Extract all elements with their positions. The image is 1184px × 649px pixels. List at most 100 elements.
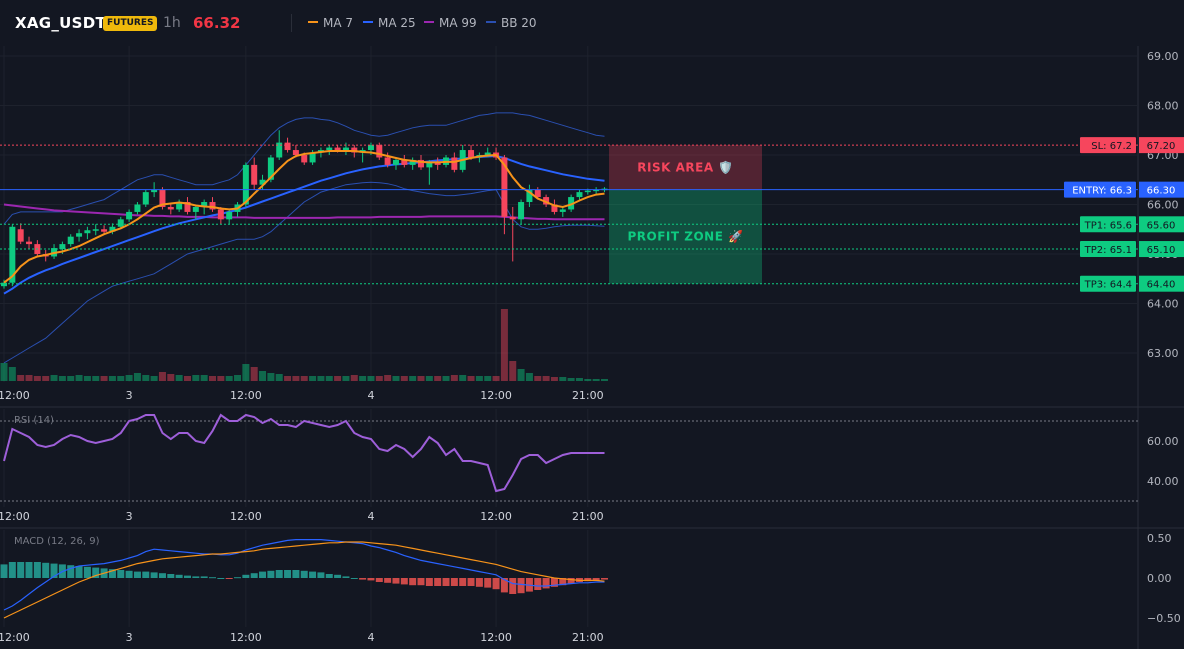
candle-body (509, 216, 516, 220)
legend-ma99[interactable]: MA 99 (424, 16, 477, 30)
macd-histogram-bar (284, 570, 292, 578)
macd-histogram-bar (33, 562, 41, 578)
volume-bar (8, 367, 16, 381)
candle-body (184, 202, 191, 212)
x-tick-label: 4 (367, 631, 374, 644)
volume-bar (475, 376, 483, 381)
x-tick-label: 3 (126, 631, 133, 644)
volume-bar (592, 379, 600, 381)
legend-ma99-swatch (424, 20, 434, 23)
risk-area-label: RISK AREA 🛡️ (637, 160, 733, 174)
macd-y-tick-label: 0.50 (1147, 532, 1172, 545)
candle-body (276, 142, 283, 158)
level-tag (1064, 181, 1136, 198)
futures-badge: FUTURES (103, 16, 158, 31)
volume-bar (150, 376, 158, 381)
macd-histogram-bar (142, 571, 150, 578)
volume-bar (275, 374, 283, 381)
macd-histogram-bar (192, 576, 200, 578)
profit-zone (609, 189, 762, 284)
volume-bar (567, 378, 575, 381)
axis-price-tag (1139, 181, 1184, 198)
legend-bb20[interactable]: BB 20 (486, 16, 537, 30)
candle-body (84, 230, 91, 234)
level-tag (1080, 216, 1136, 233)
candle-body (1, 282, 7, 287)
candle-body (551, 204, 558, 212)
candle-body (76, 233, 83, 237)
macd-histogram-bar (25, 562, 33, 578)
macd-histogram-bar (0, 564, 8, 578)
volume-bar (234, 375, 242, 381)
candle-body (418, 159, 424, 168)
candle-body (251, 164, 258, 185)
volume-bar (209, 376, 216, 381)
candle-body (367, 145, 374, 151)
volume-bar (542, 376, 550, 381)
legend-ma7[interactable]: MA 7 (308, 16, 353, 30)
macd-histogram-bar (450, 578, 458, 586)
volume-bar (442, 376, 450, 381)
macd-histogram-bar (509, 578, 517, 594)
volume-bar (317, 376, 325, 381)
macd-histogram-bar (200, 576, 208, 578)
volume-bar (50, 375, 58, 381)
axis-price-tag (1139, 241, 1184, 258)
candle-body (109, 226, 116, 232)
bollinger-lower-band (3, 181, 605, 364)
candle-body (159, 189, 166, 207)
legend-bb20-swatch (486, 20, 496, 23)
legend-ma25[interactable]: MA 25 (363, 16, 416, 30)
macd-histogram-bar (158, 573, 166, 578)
macd-histogram-bar (317, 572, 325, 578)
volume-bar (550, 377, 558, 381)
macd-histogram-bar (125, 570, 133, 578)
x-tick-label: 12:00 (480, 510, 512, 523)
macd-histogram-bar (367, 578, 375, 581)
candle-body (301, 155, 308, 163)
volume-bar (584, 379, 592, 381)
candle-body (101, 229, 108, 232)
volume-bar (575, 378, 583, 381)
macd-histogram-bar (567, 578, 575, 584)
volume-bar (100, 376, 108, 381)
candle-body (134, 204, 141, 212)
volume-bar (342, 376, 350, 381)
candle-body (117, 219, 124, 227)
legend-bb20-label: BB 20 (501, 16, 537, 30)
macd-histogram-bar (475, 578, 483, 587)
volume-bar (334, 376, 342, 381)
candle-body (92, 229, 99, 231)
volume-bar (259, 371, 267, 381)
macd-histogram-bar (259, 571, 267, 578)
timeframe[interactable]: 1h (163, 15, 181, 31)
macd-histogram-bar (309, 571, 317, 578)
axis-price-label: 65.60 (1147, 220, 1176, 231)
macd-histogram-bar (400, 578, 408, 585)
volume-bar (175, 375, 183, 381)
macd-histogram-bar (67, 565, 75, 578)
macd-histogram-bar (409, 578, 417, 586)
macd-histogram-bar (467, 578, 475, 586)
candle-body (543, 197, 550, 205)
risk-area-zone (609, 145, 762, 190)
macd-histogram-bar (42, 562, 50, 578)
candle-body (534, 189, 541, 198)
candle-body (226, 211, 233, 220)
volume-bar (25, 375, 33, 381)
macd-histogram-bar (275, 570, 283, 578)
volume-bar (192, 375, 200, 381)
macd-histogram-bar (117, 570, 125, 578)
volume-bar (67, 376, 75, 381)
volume-bar (92, 376, 100, 381)
level-tag-label: ENTRY: 66.3 (1072, 186, 1132, 197)
candle-body (518, 202, 525, 220)
candle-body (176, 202, 183, 210)
volume-bar (559, 377, 567, 381)
candle-body (242, 164, 249, 205)
symbol-name[interactable]: XAG_USDT (15, 14, 107, 32)
candle-body (384, 157, 391, 165)
volume-bar (300, 376, 308, 381)
macd-histogram-bar (108, 569, 116, 578)
